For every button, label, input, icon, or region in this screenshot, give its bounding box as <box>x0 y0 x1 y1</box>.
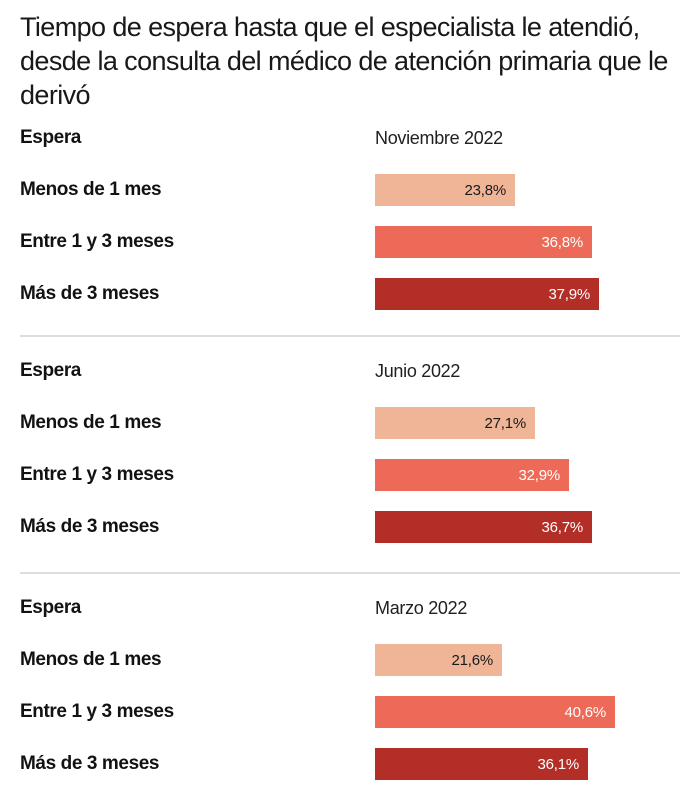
bar-marzo-2022-cat1: 21,6% <box>375 644 502 676</box>
period-group: Espera Junio 2022 Menos de 1 mes 27,1% Entre… <box>20 345 680 553</box>
espera-column-header: Espera <box>20 360 81 381</box>
bar-row: Menos de 1 mes 23,8% <box>20 164 680 216</box>
category-label: Menos de 1 mes <box>20 179 162 200</box>
group-header-row: Espera Junio 2022 <box>20 345 680 397</box>
bar-row: Más de 3 meses 37,9% <box>20 268 680 320</box>
category-label: Entre 1 y 3 meses <box>20 231 174 252</box>
value-label: 27,1% <box>484 414 526 432</box>
value-label: 32,9% <box>518 466 560 484</box>
value-label: 23,8% <box>464 181 506 199</box>
period-group: Espera Noviembre 2022 Menos de 1 mes 23,8% E… <box>20 112 680 320</box>
bar-track: 36,1% <box>375 748 680 780</box>
bar-row: Menos de 1 mes 27,1% <box>20 397 680 449</box>
bar-marzo-2022-cat3: 36,1% <box>375 748 588 780</box>
group-divider <box>20 572 680 574</box>
period-label: Marzo 2022 <box>375 597 468 618</box>
espera-column-header: Espera <box>20 127 81 148</box>
bar-track: 36,8% <box>375 226 680 258</box>
category-label: Entre 1 y 3 meses <box>20 464 174 485</box>
bar-noviembre-2022-cat2: 36,8% <box>375 226 592 258</box>
bar-row: Menos de 1 mes 21,6% <box>20 634 680 686</box>
value-label: 40,6% <box>564 703 606 721</box>
bar-noviembre-2022-cat3: 37,9% <box>375 278 599 310</box>
category-label: Entre 1 y 3 meses <box>20 701 174 722</box>
bar-junio-2022-cat3: 36,7% <box>375 511 592 543</box>
bar-track: 36,7% <box>375 511 680 543</box>
bar-row: Entre 1 y 3 meses 36,8% <box>20 216 680 268</box>
group-header-row: Espera Marzo 2022 <box>20 582 680 634</box>
value-label: 21,6% <box>451 651 493 669</box>
category-label: Más de 3 meses <box>20 283 160 304</box>
category-label: Menos de 1 mes <box>20 649 162 670</box>
bar-track: 27,1% <box>375 407 680 439</box>
bar-row: Entre 1 y 3 meses 32,9% <box>20 449 680 501</box>
bar-row: Más de 3 meses 36,1% <box>20 738 680 790</box>
bar-row: Entre 1 y 3 meses 40,6% <box>20 686 680 738</box>
bar-track: 21,6% <box>375 644 680 676</box>
value-label: 36,8% <box>541 233 583 251</box>
bar-noviembre-2022-cat1: 23,8% <box>375 174 515 206</box>
bar-junio-2022-cat1: 27,1% <box>375 407 535 439</box>
espera-column-header: Espera <box>20 597 81 618</box>
group-divider <box>20 335 680 337</box>
bar-marzo-2022-cat2: 40,6% <box>375 696 615 728</box>
bar-track: 37,9% <box>375 278 680 310</box>
period-group: Espera Marzo 2022 Menos de 1 mes 21,6% Entre… <box>20 582 680 790</box>
value-label: 36,1% <box>537 755 579 773</box>
chart-title: Tiempo de espera hasta que el especialis… <box>20 12 668 110</box>
category-label: Menos de 1 mes <box>20 412 162 433</box>
bar-junio-2022-cat2: 32,9% <box>375 459 569 491</box>
bar-row: Más de 3 meses 36,7% <box>20 501 680 553</box>
period-label: Noviembre 2022 <box>375 127 503 148</box>
group-header-row: Espera Noviembre 2022 <box>20 112 680 164</box>
bar-chart: Espera Noviembre 2022 Menos de 1 mes 23,8% E… <box>20 112 680 790</box>
category-label: Más de 3 meses <box>20 516 160 537</box>
bar-track: 40,6% <box>375 696 680 728</box>
bar-track: 32,9% <box>375 459 680 491</box>
period-label: Junio 2022 <box>375 360 461 381</box>
value-label: 37,9% <box>548 285 590 303</box>
bar-track: 23,8% <box>375 174 680 206</box>
category-label: Más de 3 meses <box>20 753 160 774</box>
value-label: 36,7% <box>541 518 583 536</box>
